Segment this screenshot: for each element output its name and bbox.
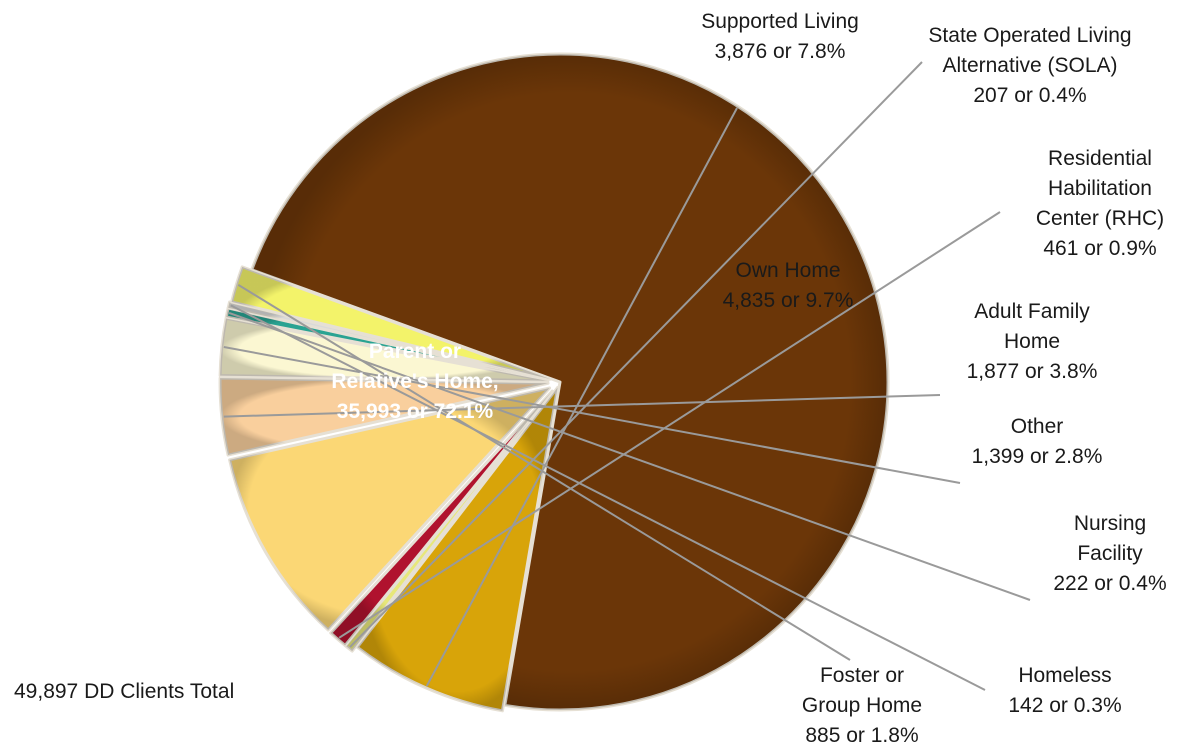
leader-line-residential-habilitation-center-rhc [338, 211, 1001, 639]
pie-slices [218, 52, 890, 713]
leader-line-foster-or-group-home [237, 283, 851, 661]
slice-label-own-home: Own Home 4,835 or 9.7% [723, 259, 854, 312]
slice-label-foster-or-group-home: Foster or Group Home 885 or 1.8% [802, 664, 922, 747]
slice-label-parent-or-relative-s-home: Parent or Relative's Home, 35,993 or 72.1% [331, 340, 498, 423]
slice-label-state-operated-living-alternative-sola: State Operated Living Alternative (SOLA) 2… [928, 24, 1131, 107]
slice-label-residential-habilitation-center-rhc: Residential Habilitation Center (RHC) 461 o… [1036, 147, 1164, 260]
leader-lines [223, 61, 1031, 691]
slice-label-nursing-facility: Nursing Facility 222 or 0.4% [1053, 512, 1166, 595]
leader-line-other [223, 346, 961, 484]
slice-labels: Parent or Relative's Home, 35,993 or 72.1%… [331, 10, 1166, 747]
slice-label-homeless: Homeless 142 or 0.3% [1008, 664, 1121, 717]
leader-line-adult-family-home [223, 394, 941, 418]
leader-line-supported-living [425, 107, 738, 687]
slice-label-other: Other 1,399 or 2.8% [972, 415, 1103, 468]
slice-label-supported-living: Supported Living 3,876 or 7.8% [701, 10, 859, 63]
total-clients-note: 49,897 DD Clients Total [14, 680, 235, 703]
leader-line-state-operated-living-alternative-sola [349, 61, 923, 648]
slice-label-adult-family-home: Adult Family Home 1,877 or 3.8% [967, 300, 1098, 383]
leader-line-homeless [230, 304, 986, 691]
